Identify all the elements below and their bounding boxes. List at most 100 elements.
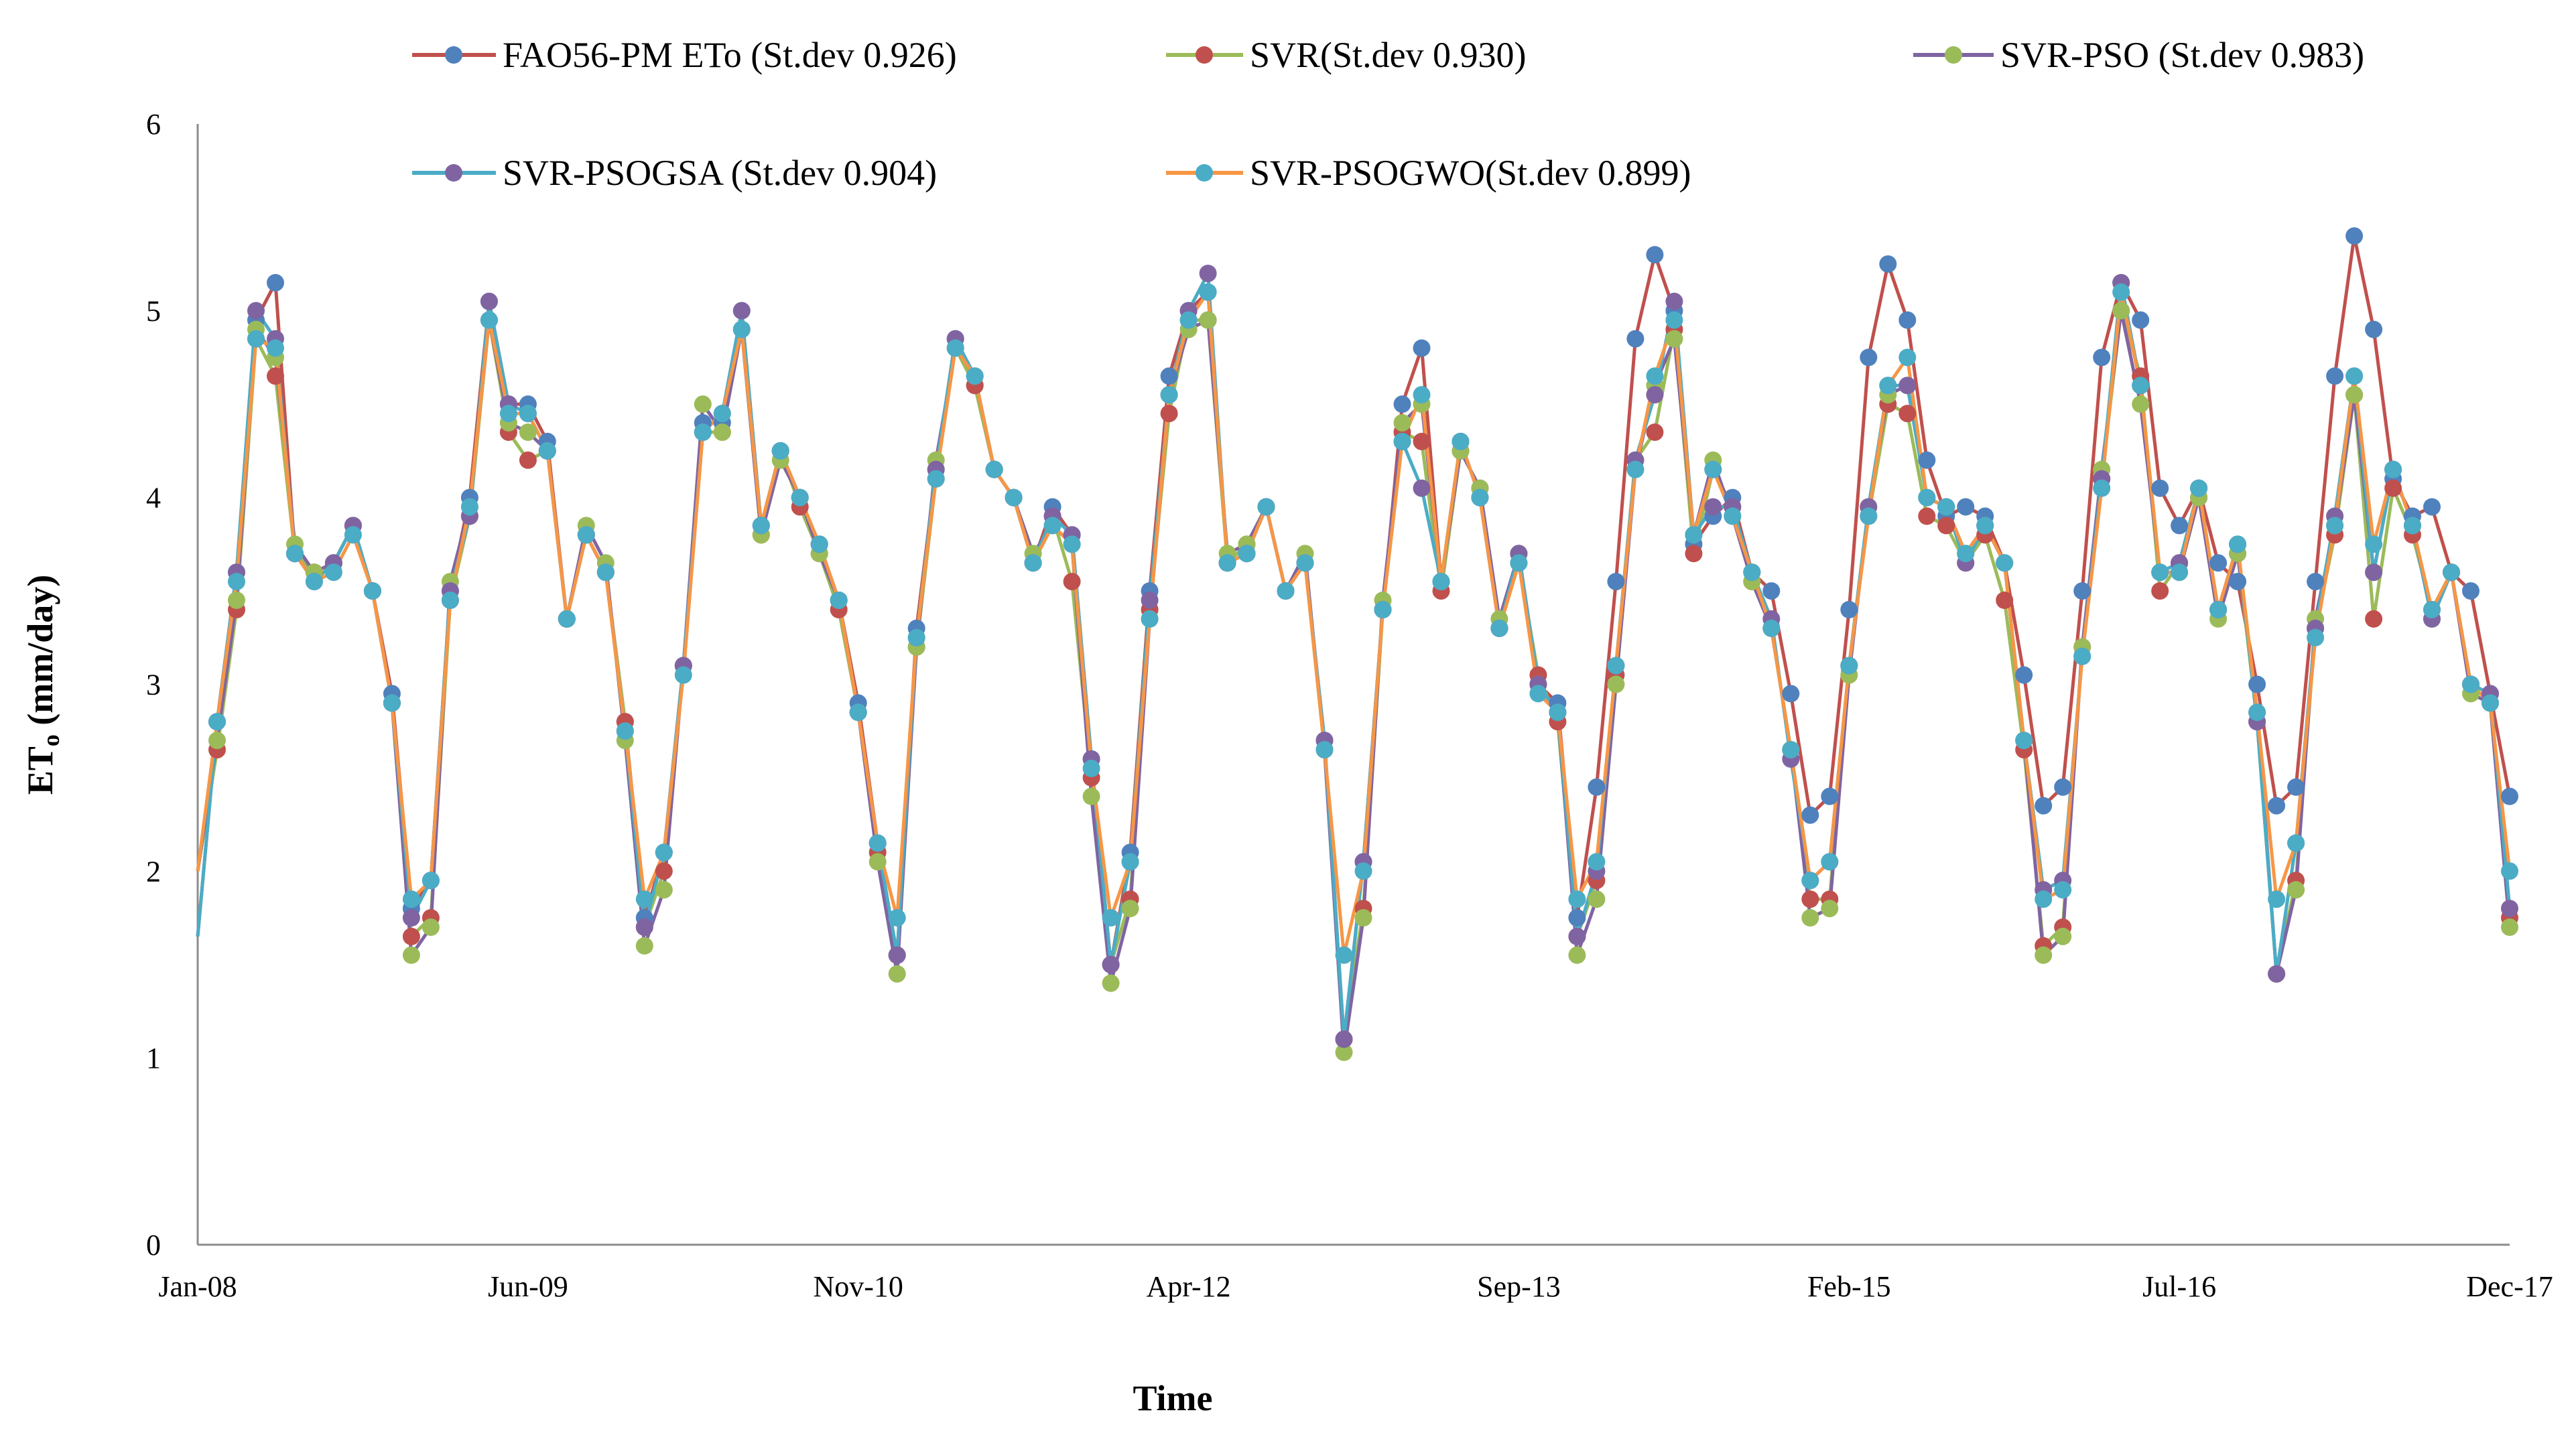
- series-point-3: [2501, 900, 2518, 918]
- x-tick-label: Jun-09: [488, 1270, 568, 1303]
- series-point-4: [363, 582, 381, 600]
- series-point-0: [1801, 806, 1819, 824]
- series-point-1: [1801, 890, 1819, 908]
- series-point-4: [2248, 703, 2266, 722]
- series-point-2: [888, 965, 906, 983]
- series-point-4: [2462, 675, 2480, 693]
- series-point-2: [1801, 909, 1819, 927]
- series-point-3: [732, 301, 751, 320]
- series-point-4: [441, 592, 459, 609]
- x-tick-label: Dec-17: [2466, 1270, 2553, 1303]
- series-point-4: [752, 517, 770, 535]
- series-point-4: [538, 442, 556, 460]
- series-point-3: [1335, 1030, 1353, 1048]
- series-point-0: [2229, 573, 2247, 591]
- x-tick-label: Sep-13: [1477, 1270, 1561, 1303]
- series-point-4: [1976, 517, 1994, 535]
- series-point-2: [1102, 974, 1120, 992]
- series-point-4: [247, 330, 265, 348]
- series-line-4: [196, 290, 2512, 957]
- series-point-1: [1898, 405, 1917, 423]
- series-point-2: [402, 946, 420, 964]
- series-point-4: [868, 834, 887, 852]
- series-point-2: [655, 881, 673, 899]
- series-point-4: [1471, 488, 1489, 506]
- series-point-3: [1646, 386, 1664, 404]
- series-point-4: [2365, 535, 2383, 553]
- series-point-4: [2501, 862, 2518, 880]
- series-point-4: [1568, 890, 1586, 908]
- series-point-4: [1393, 433, 1411, 450]
- legend-label: SVR-PSO (St.dev 0.983): [2000, 35, 2364, 75]
- series-point-0: [1957, 498, 1975, 516]
- series-point-4: [2171, 563, 2189, 581]
- series-point-2: [1335, 1043, 1353, 1061]
- series-point-4: [674, 666, 692, 684]
- series-point-4: [1277, 582, 1295, 600]
- series-point-4: [1821, 853, 1839, 871]
- series-point-4: [1490, 619, 1508, 637]
- series-point-4: [1937, 498, 1955, 516]
- series-point-4: [927, 470, 945, 488]
- y-tick-label: 3: [146, 669, 161, 701]
- x-tick-label: Jul-16: [2142, 1270, 2216, 1303]
- series-point-4: [966, 367, 984, 385]
- series-point-4: [616, 722, 634, 740]
- series-point-4: [1121, 853, 1139, 871]
- legend-entry-svr-pso: SVR-PSO (St.dev 0.983): [1913, 35, 2364, 75]
- series-point-0: [1588, 778, 1606, 796]
- series-point-4: [2443, 563, 2460, 581]
- series-point-4: [1510, 554, 1528, 572]
- series-point-3: [480, 292, 498, 310]
- series-point-0: [2501, 787, 2518, 805]
- series-point-4: [1801, 872, 1819, 890]
- series-point-0: [1879, 255, 1897, 273]
- series-point-2: [1821, 900, 1839, 918]
- y-tick-label: 1: [146, 1042, 161, 1075]
- series-point-3: [1199, 265, 1217, 283]
- series-point-2: [2035, 946, 2053, 964]
- series-point-2: [1568, 946, 1586, 964]
- series-point-4: [324, 563, 342, 581]
- series-point-4: [460, 498, 478, 516]
- series-point-2: [1607, 675, 1625, 693]
- series-point-0: [267, 274, 284, 291]
- series-point-3: [2365, 563, 2383, 581]
- series-point-4: [2073, 647, 2091, 665]
- series-point-0: [1840, 601, 1858, 618]
- series-point-4: [713, 405, 731, 423]
- y-tick-label: 4: [146, 482, 161, 515]
- series-point-4: [1082, 760, 1100, 777]
- series-point-2: [2054, 927, 2072, 945]
- series-point-0: [2307, 573, 2325, 591]
- series-point-3: [1568, 927, 1586, 945]
- series-point-4: [1646, 367, 1664, 385]
- y-axis-title: ETo (mm/day): [20, 575, 64, 795]
- series-point-4: [1005, 488, 1023, 506]
- series-point-4: [694, 423, 712, 441]
- series-point-0: [2171, 517, 2189, 535]
- series-point-4: [1898, 348, 1917, 366]
- series-point-4: [791, 488, 809, 506]
- series-point-4: [2423, 601, 2441, 618]
- series-point-1: [1160, 405, 1178, 423]
- series-point-4: [286, 545, 304, 563]
- series-point-3: [402, 909, 420, 927]
- series-point-4: [596, 563, 615, 581]
- series-point-4: [228, 573, 245, 591]
- x-tick-label: Apr-12: [1146, 1270, 1230, 1303]
- series-point-2: [228, 592, 245, 609]
- series-point-4: [1685, 526, 1703, 544]
- y-tick-label: 2: [146, 855, 161, 888]
- series-point-4: [2209, 601, 2228, 618]
- series-point-4: [2482, 694, 2499, 712]
- series-point-2: [868, 853, 887, 871]
- series-point-4: [1704, 460, 1722, 478]
- series-point-4: [383, 694, 401, 712]
- series-line-3: [196, 271, 2512, 1041]
- y-tick-label: 5: [146, 295, 161, 328]
- series-point-0: [1393, 395, 1411, 413]
- series-point-1: [1685, 545, 1703, 563]
- series-point-4: [1957, 545, 1975, 563]
- series-point-2: [713, 423, 731, 441]
